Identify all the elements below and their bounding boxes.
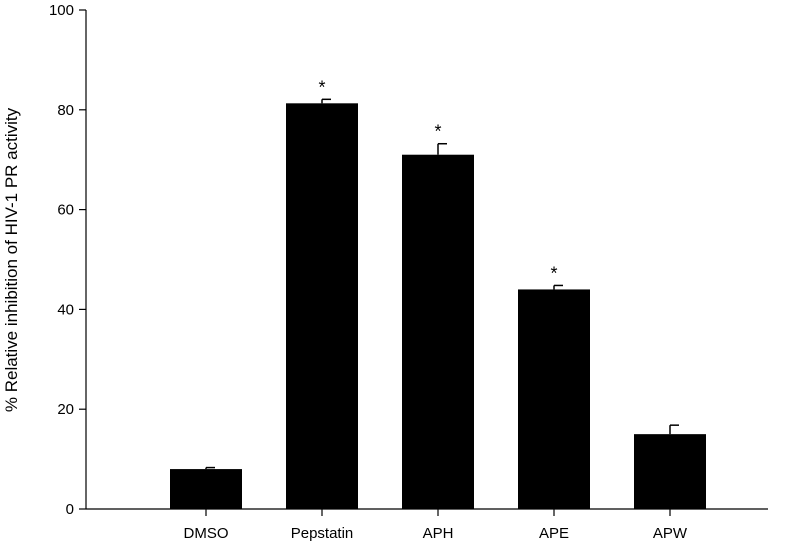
bar-dmso [170,469,242,509]
bar-pepstatin [286,103,358,510]
x-tick-label-dmso: DMSO [184,525,229,542]
x-tick-label-ape: APE [539,525,569,542]
y-tick-label: 80 [57,102,74,119]
y-axis-ticks: 0 20 40 60 80 100 [49,2,86,518]
y-axis-label: % Relative inhibition of HIV-1 PR activi… [2,107,21,412]
y-tick-label: 40 [57,301,74,318]
significance-marker-ape: * [550,263,557,283]
bar-aph [402,154,474,509]
y-tick-label: 60 [57,202,74,219]
x-tick-label-apw: APW [653,525,688,542]
bars-layer [170,103,706,510]
y-tick-label: 100 [49,2,74,19]
axes-layer [85,10,768,510]
x-tick-label-aph: APH [423,525,454,542]
y-tick-label: 20 [57,401,74,418]
error-bars-layer [205,98,679,470]
x-tick-label-pepstatin: Pepstatin [291,525,354,542]
x-axis-ticks: DMSO Pepstatin APH APE APW [184,509,688,542]
bar-apw [634,434,706,509]
significance-marker-pepstatin: * [318,77,325,97]
significance-markers-layer: * * * [318,77,557,283]
significance-marker-aph: * [434,122,441,142]
bar-ape [518,289,590,509]
y-tick-label: 0 [66,501,74,518]
